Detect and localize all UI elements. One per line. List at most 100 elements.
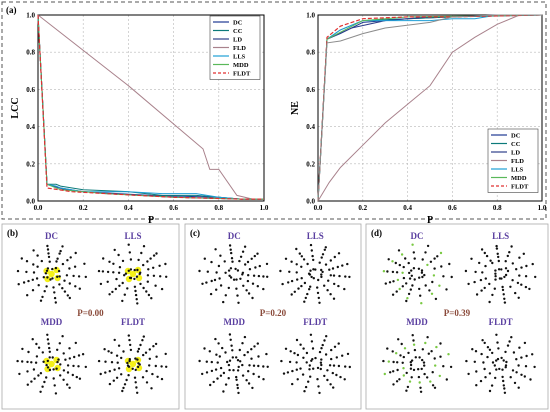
legend-label: LD — [511, 150, 520, 157]
network-node — [224, 351, 227, 354]
network-node — [411, 284, 414, 287]
x-tick-label: 0.0 — [314, 204, 323, 212]
network-node — [68, 357, 72, 360]
network-node — [495, 359, 498, 362]
network-node — [231, 260, 234, 263]
network-node — [226, 360, 229, 364]
network-node — [520, 356, 523, 359]
network-node — [511, 369, 515, 372]
network-node — [295, 271, 298, 274]
network-node — [406, 385, 410, 389]
network-title-dc: DC — [410, 231, 423, 241]
network-node — [228, 359, 232, 362]
network-node — [25, 270, 28, 274]
network-node — [434, 297, 438, 301]
x-tick-label: 0.0 — [34, 204, 43, 212]
network-node — [418, 276, 421, 279]
network-node — [417, 375, 421, 379]
network-node — [290, 293, 293, 296]
network-node — [391, 293, 395, 296]
network-node — [433, 267, 436, 270]
network-node — [239, 255, 243, 258]
network-node — [328, 364, 332, 367]
network-node — [300, 255, 303, 258]
network-node — [77, 365, 80, 368]
network-node — [503, 387, 506, 390]
network-node — [262, 378, 265, 381]
network-node — [391, 260, 394, 263]
network-node — [215, 353, 218, 356]
network-node — [62, 369, 66, 372]
network-node — [316, 378, 319, 381]
network-node — [229, 276, 233, 279]
network-node — [128, 359, 131, 363]
network-node — [382, 359, 385, 363]
network-node — [78, 287, 82, 290]
network-node — [478, 261, 481, 265]
network-node — [165, 275, 168, 278]
network-node — [31, 289, 35, 292]
network-node — [520, 373, 523, 376]
network-node — [303, 300, 306, 303]
network-panel-c: (c) DC LLS MDD FLDT P=0.20 — [184, 223, 362, 410]
x-tick-label: 0.8 — [214, 204, 223, 212]
network-node — [238, 348, 241, 352]
network-node — [338, 274, 341, 278]
network-node — [325, 335, 328, 338]
network-node — [289, 350, 292, 353]
network-node — [219, 374, 223, 377]
network-node — [337, 342, 340, 345]
network-node — [307, 272, 311, 275]
network-node — [504, 260, 507, 263]
network-node — [318, 301, 321, 304]
network-node — [137, 347, 141, 351]
series-line-fldt — [37, 14, 264, 200]
network-node — [74, 285, 77, 288]
network-panel-label: (d) — [371, 228, 382, 238]
network-node — [401, 271, 404, 274]
network-node — [135, 275, 139, 278]
network-node — [501, 285, 504, 289]
network-node — [392, 370, 395, 373]
network-node — [503, 301, 507, 304]
network-node — [288, 270, 291, 273]
network-node — [53, 296, 57, 300]
panel-a-label: (a) — [6, 5, 17, 15]
network-node — [227, 286, 230, 290]
network-node — [164, 352, 167, 356]
series-line — [317, 14, 542, 202]
network-node — [62, 378, 65, 381]
network-node — [412, 339, 415, 342]
network-node — [262, 365, 265, 368]
network-node — [231, 349, 234, 352]
network-node — [486, 346, 490, 349]
network-node — [229, 267, 233, 270]
network-node — [410, 274, 413, 277]
network-node — [250, 257, 253, 260]
network-node — [104, 360, 107, 363]
network-node — [474, 270, 477, 274]
network-node — [126, 287, 129, 290]
network-node — [151, 372, 154, 376]
network-node — [288, 360, 292, 364]
y-tick-label: 0.2 — [26, 160, 35, 168]
network-node — [341, 354, 344, 357]
network-node — [505, 360, 508, 364]
network-node — [252, 364, 256, 367]
network-node — [127, 243, 130, 246]
network-title-mdd: MDD — [41, 317, 63, 327]
network-node — [407, 261, 410, 265]
network-node — [59, 363, 62, 366]
network-node — [310, 275, 313, 279]
network-node — [205, 360, 208, 363]
network-node — [37, 346, 41, 349]
network-node — [48, 368, 52, 372]
network-node — [133, 277, 136, 281]
network-node — [426, 336, 429, 339]
network-panel-label: (c) — [190, 228, 200, 238]
network-node — [494, 278, 497, 281]
highlighted-node — [125, 365, 133, 373]
network-node — [129, 348, 133, 352]
network-node — [237, 365, 240, 369]
